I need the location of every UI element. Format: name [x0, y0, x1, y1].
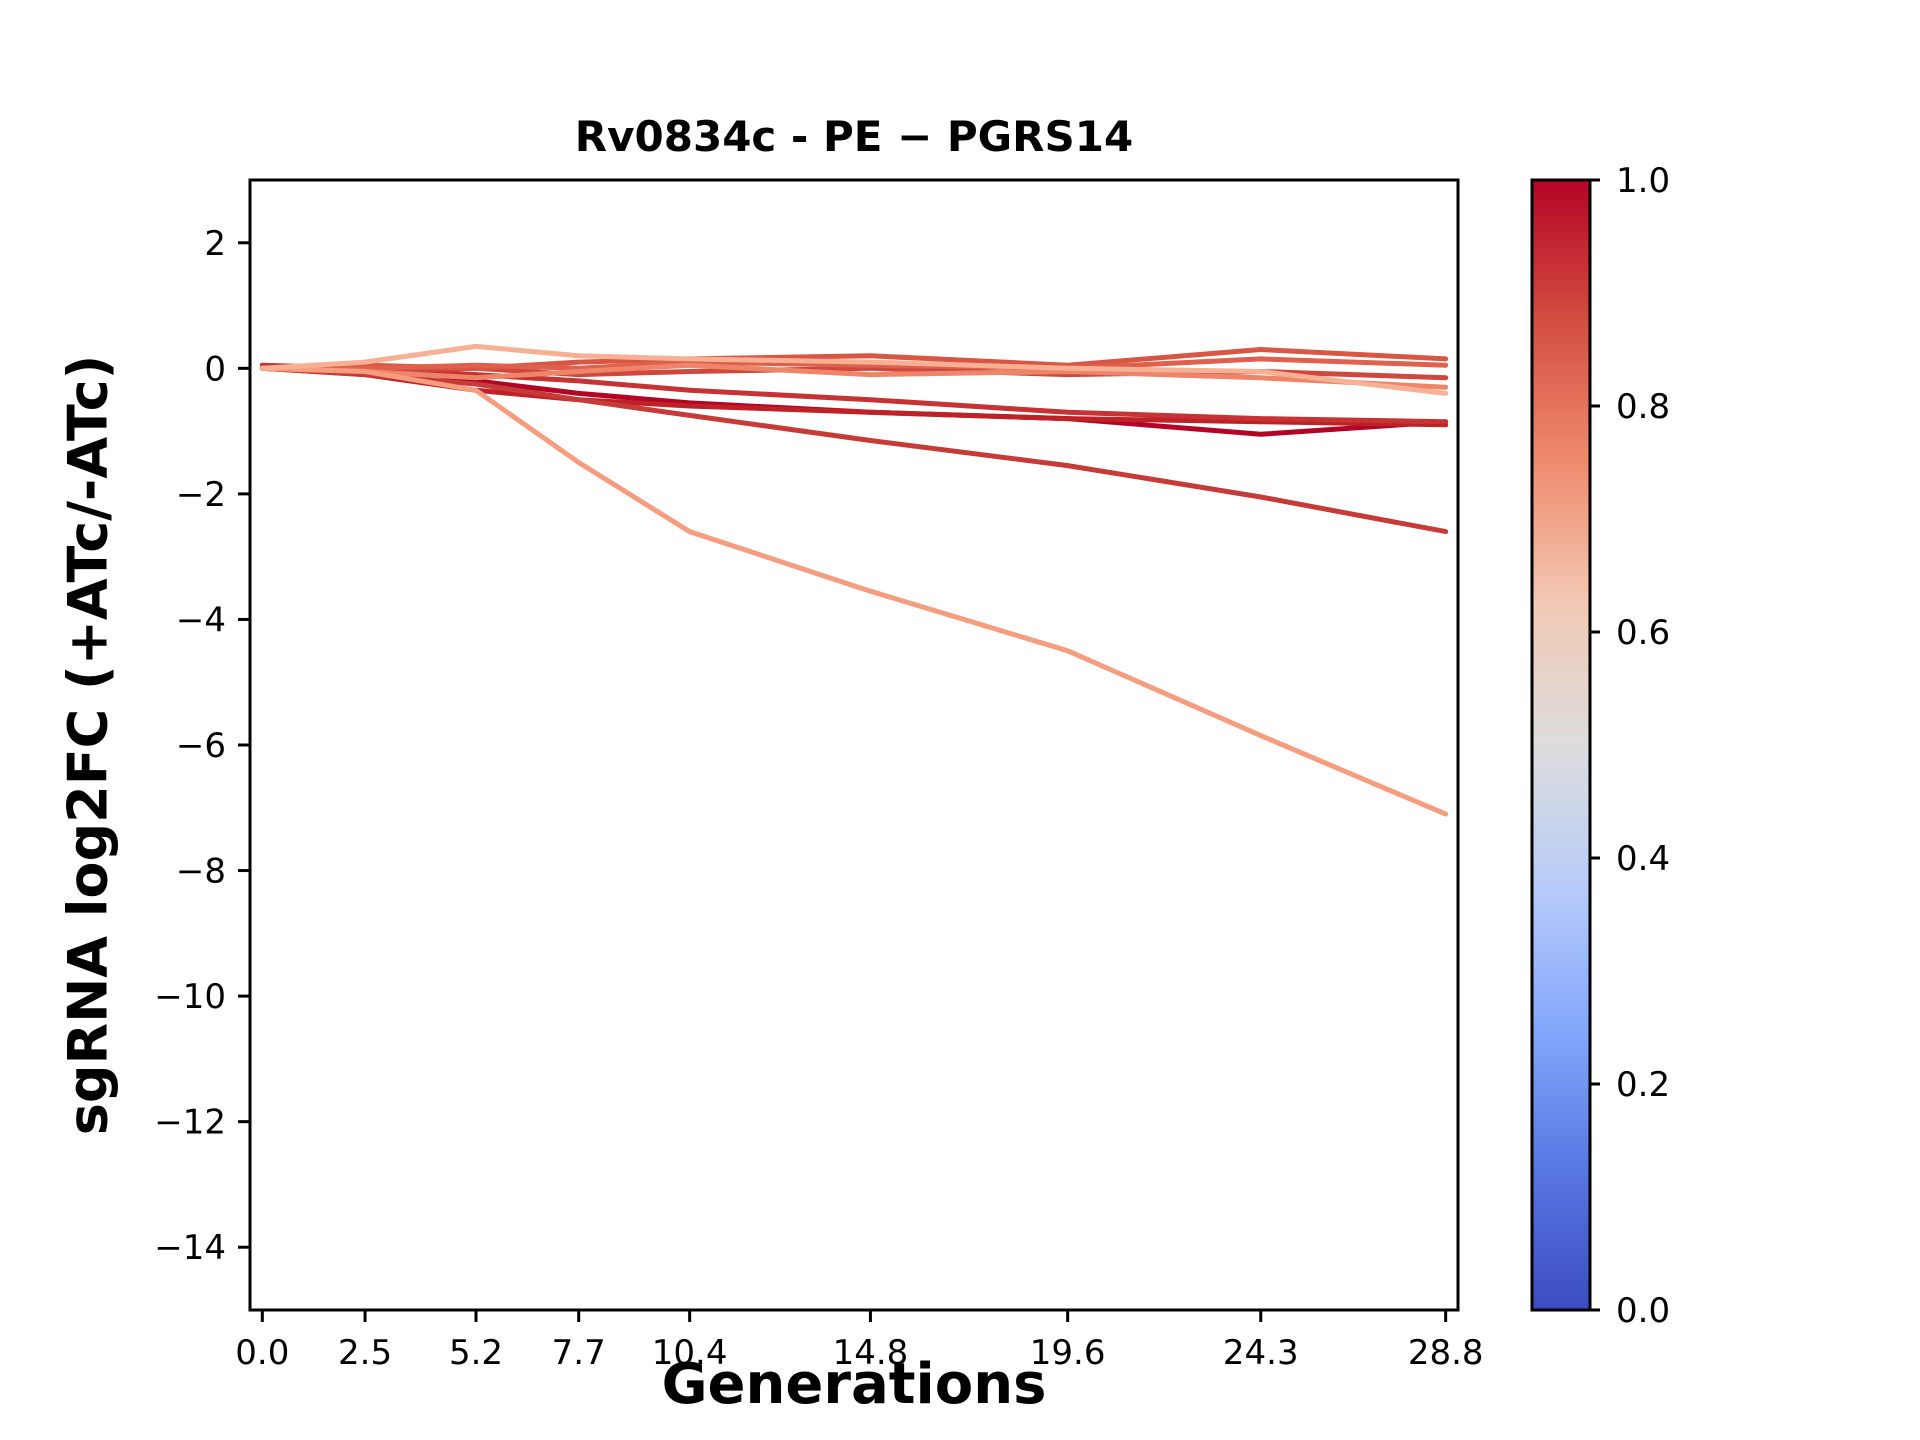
series-line-sgRNA-07	[259, 356, 1449, 371]
y-tick-label: −4	[176, 600, 226, 640]
series-line-sgRNA-09	[259, 365, 1449, 817]
x-tick-label: 5.2	[449, 1333, 503, 1373]
colorbar-tick-label: 0.0	[1616, 1291, 1670, 1331]
x-tick-label: 2.5	[338, 1333, 392, 1373]
x-tick-label: 19.6	[1030, 1333, 1106, 1373]
chart-title: Rv0834c - PE − PGRS14	[574, 112, 1134, 161]
y-tick-label: 0	[204, 349, 226, 389]
colorbar	[1530, 178, 1592, 1312]
colorbar-tick-label: 0.8	[1616, 387, 1670, 427]
x-tick-label: 10.4	[652, 1333, 728, 1373]
y-tick-label: −6	[176, 726, 226, 766]
colorbar-tick-label: 0.6	[1616, 613, 1670, 653]
colorbar-tick-label: 1.0	[1616, 161, 1670, 201]
x-tick-label: 24.3	[1223, 1333, 1299, 1373]
y-tick-label: −2	[176, 475, 226, 515]
series-line-sgRNA-08	[259, 362, 1449, 390]
x-tick-label: 7.7	[552, 1333, 606, 1373]
y-tick-label: −8	[176, 852, 226, 892]
y-tick-label: 2	[204, 224, 226, 264]
y-tick-label: −12	[154, 1103, 226, 1143]
x-tick-label: 0.0	[235, 1333, 289, 1373]
x-tick-label: 28.8	[1408, 1333, 1484, 1373]
x-axis-label: Generations	[661, 1352, 1047, 1417]
y-axis-label: sgRNA log2FC (+ATc/-ATc)	[56, 354, 120, 1136]
colorbar-tick-label: 0.4	[1616, 839, 1670, 879]
y-tick-label: −14	[154, 1228, 226, 1268]
series-line-sgRNA-10	[259, 343, 1449, 396]
colorbar-tick-label: 0.2	[1616, 1065, 1670, 1105]
x-tick-label: 14.8	[833, 1333, 909, 1373]
y-tick-label: −10	[154, 977, 226, 1017]
